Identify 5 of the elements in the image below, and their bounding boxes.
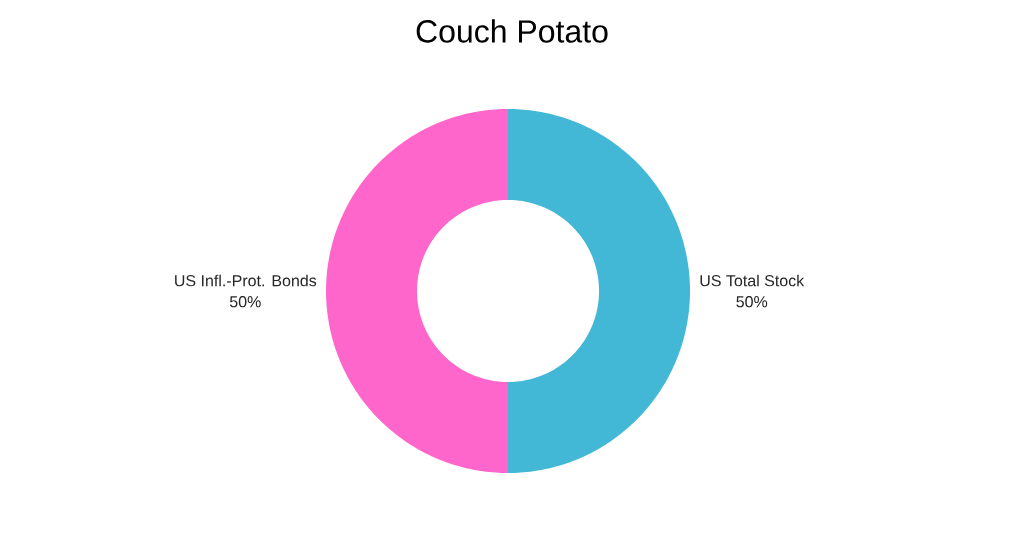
slice-label: US Total Stock (700, 274, 805, 287)
chart-title: Couch Potato (416, 19, 608, 43)
data-label: 50% (736, 296, 768, 308)
data-label: 50% (229, 296, 261, 308)
slice-label: US Infl.-Prot. Bonds (175, 274, 317, 287)
